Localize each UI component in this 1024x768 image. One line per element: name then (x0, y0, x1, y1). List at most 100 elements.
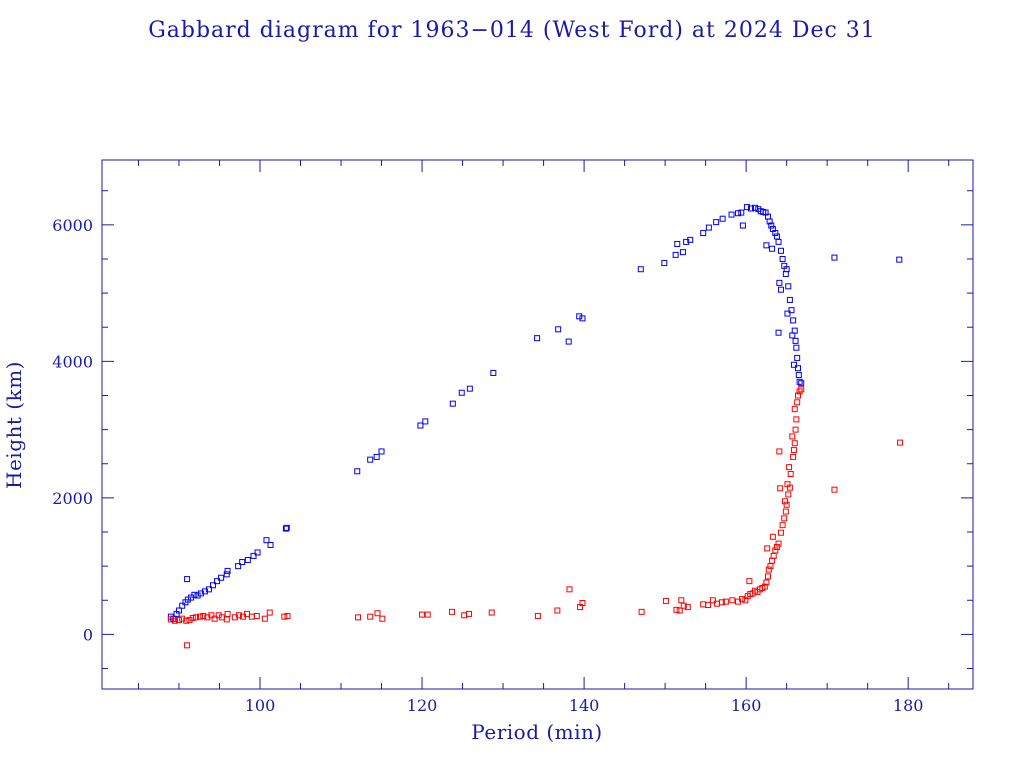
perigee-point (746, 578, 753, 585)
apogee-point (785, 283, 792, 290)
apogee-point (782, 270, 789, 277)
perigee-point (770, 552, 777, 559)
x-tick-label: 120 (407, 696, 438, 715)
x-tick-label: 180 (893, 696, 924, 715)
apogee-point (555, 326, 562, 333)
apogee-point (679, 249, 686, 256)
perigee-point (764, 545, 771, 552)
apogee-point (794, 365, 801, 372)
perigee-point (763, 579, 770, 586)
perigee-point (171, 617, 178, 624)
perigee-point (790, 453, 797, 460)
perigee-point (777, 529, 784, 536)
perigee-point (786, 464, 793, 471)
apogee-point (458, 389, 465, 396)
perigee-point (792, 426, 799, 433)
apogee-point (788, 307, 795, 314)
perigee-point (566, 586, 573, 593)
apogee-point (354, 468, 361, 475)
perigee-point (424, 611, 431, 618)
apogee-point (672, 251, 679, 258)
perigee-point (765, 566, 772, 573)
plot-frame (101, 159, 974, 690)
perigee-point (769, 533, 776, 540)
apogee-point (775, 329, 782, 336)
perigee-point (638, 608, 645, 615)
perigee-point (223, 616, 230, 623)
perigee-point (461, 612, 468, 619)
perigee-point (379, 615, 386, 622)
perigee-point (534, 612, 541, 619)
apogee-point (766, 218, 773, 225)
perigee-point (790, 447, 797, 454)
apogee-point (790, 361, 797, 368)
perigee-point (183, 617, 190, 624)
apogee-point (235, 563, 242, 570)
perigee-point (466, 610, 473, 617)
apogee-point (687, 236, 694, 243)
apogee-point (743, 204, 750, 211)
apogee-point (792, 337, 799, 344)
perigee-point (784, 481, 791, 488)
apogee-point (191, 591, 198, 598)
apogee-point (763, 242, 770, 249)
perigee-point (729, 597, 736, 604)
perigee-point (367, 613, 374, 620)
apogee-point (896, 256, 903, 263)
apogee-point (282, 525, 289, 532)
perigee-point (793, 416, 800, 423)
perigee-point (449, 608, 456, 615)
perigee-point (773, 544, 780, 551)
perigee-point (662, 597, 669, 604)
apogee-point (184, 576, 191, 583)
apogee-point (267, 541, 274, 548)
perigee-point (167, 616, 174, 623)
apogee-point (218, 574, 225, 581)
perigee-point (769, 557, 776, 564)
perigee-point (253, 612, 260, 619)
perigee-point (785, 491, 792, 498)
perigee-point (831, 486, 838, 493)
apogee-point (250, 552, 257, 559)
perigee-point (781, 515, 788, 522)
apogee-point (768, 222, 775, 229)
perigee-point (897, 439, 904, 446)
apogee-point (175, 607, 182, 614)
apogee-point (795, 372, 802, 379)
y-tick-label: 6000 (52, 216, 93, 235)
apogee-point (728, 211, 735, 218)
apogee-point (796, 378, 803, 385)
apogee-point (719, 215, 726, 222)
data-points (167, 204, 904, 649)
apogee-point (210, 582, 217, 589)
perigee-point (775, 540, 782, 547)
apogee-point (831, 254, 838, 261)
perigee-point (224, 610, 231, 617)
apogee-point (798, 380, 805, 387)
apogee-point (239, 559, 246, 566)
perigee-point (673, 606, 680, 613)
apogee-point (747, 205, 754, 212)
perigee-point (700, 601, 707, 608)
perigee-point (248, 613, 255, 620)
perigee-point (189, 615, 196, 622)
perigee-point (782, 498, 789, 505)
perigee-point (794, 399, 801, 406)
apogee-point (779, 255, 786, 262)
y-tick-label: 4000 (52, 352, 93, 371)
apogee-point (769, 245, 776, 252)
perigee-point (794, 392, 801, 399)
apogee-point (565, 338, 572, 345)
apogee-point (738, 209, 745, 216)
perigee-point (791, 440, 798, 447)
perigee-point (722, 598, 729, 605)
apogee-point (637, 266, 644, 273)
perigee-point (761, 583, 768, 590)
apogee-point (214, 578, 221, 585)
perigee-point (284, 612, 291, 619)
apogee-point (579, 315, 586, 322)
apogee-point (705, 224, 712, 231)
apogee-point (661, 260, 668, 267)
apogee-point (179, 602, 186, 609)
